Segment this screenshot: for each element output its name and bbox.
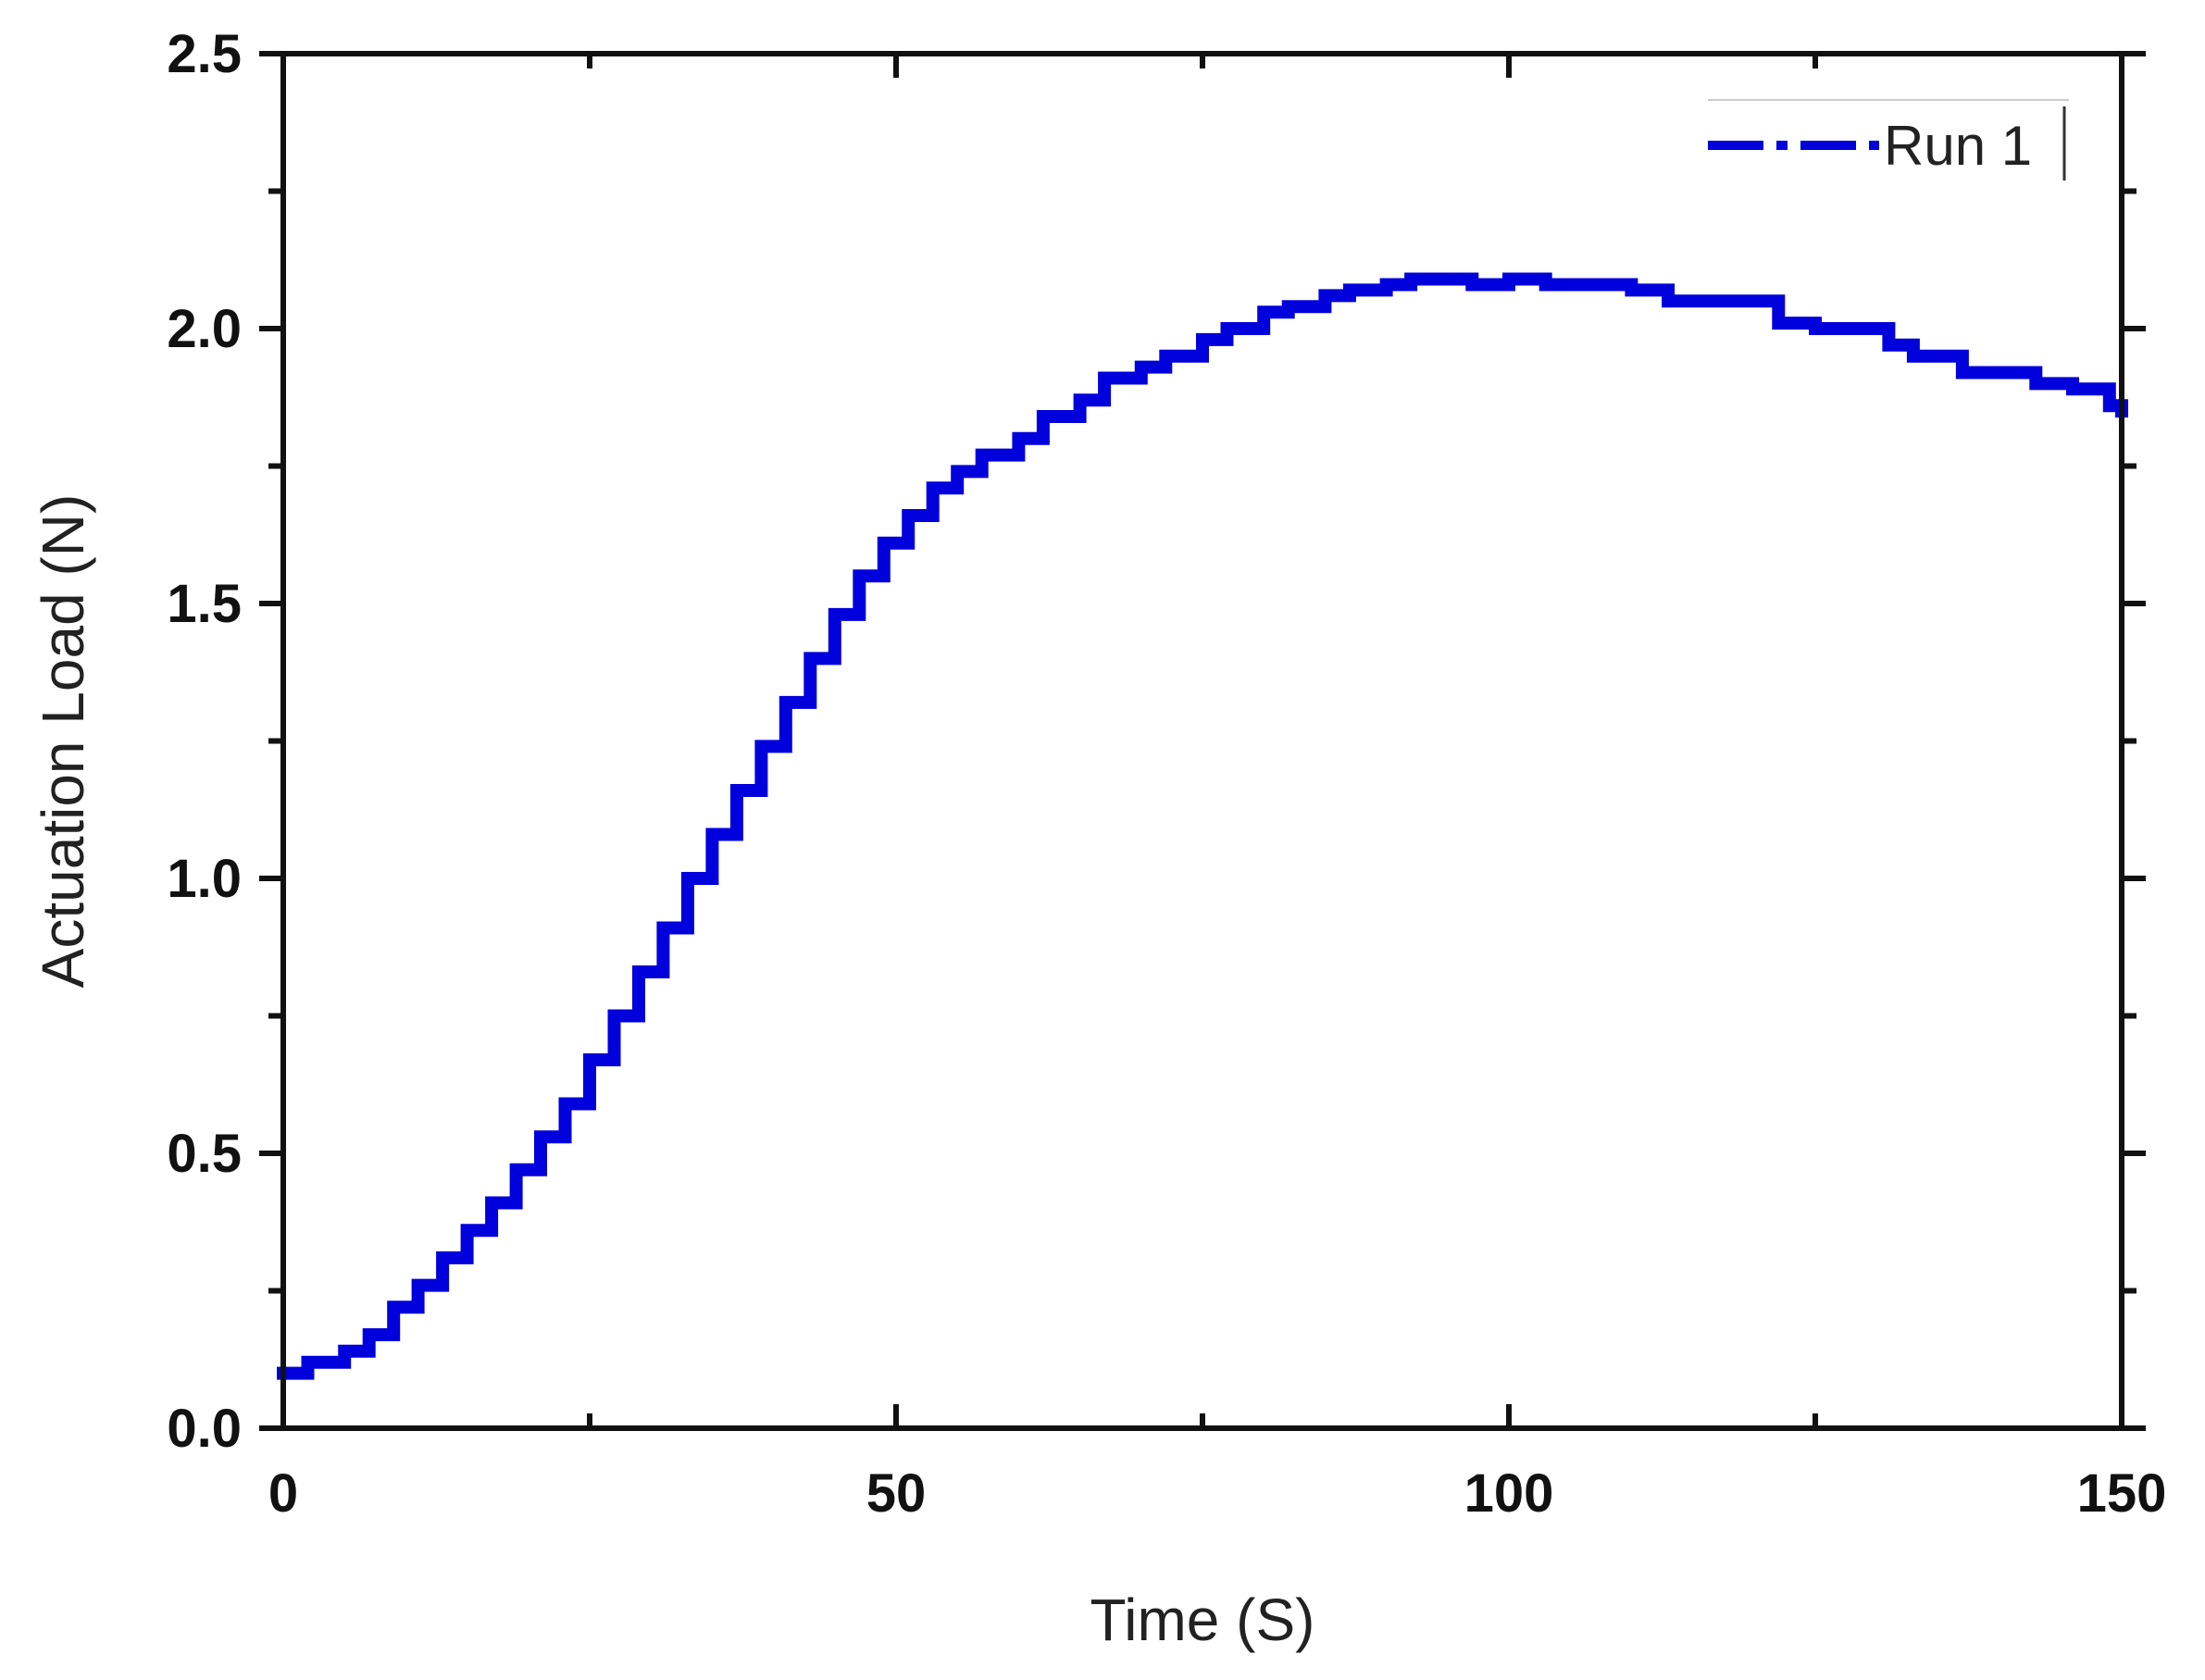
plot-frame bbox=[280, 51, 2124, 1431]
y-tick-label: 2.5 bbox=[167, 24, 242, 84]
series-line-run-1 bbox=[277, 272, 2128, 1380]
x-tick-label: 150 bbox=[2077, 1463, 2167, 1524]
x-tick-label: 100 bbox=[1464, 1463, 1554, 1524]
legend: Run 1 bbox=[1708, 99, 2069, 180]
y-tick-labels: 0.0 0.5 1.0 1.5 2.0 2.5 bbox=[167, 24, 242, 1459]
y-tick-label: 2.0 bbox=[167, 299, 242, 359]
x-tick-label: 0 bbox=[268, 1463, 298, 1524]
y-tick-label: 1.5 bbox=[167, 574, 242, 634]
y-tick-label: 1.0 bbox=[167, 849, 242, 909]
tick-marks bbox=[259, 51, 2146, 1431]
x-axis-title: Time (S) bbox=[1090, 1587, 1315, 1653]
y-tick-label: 0.5 bbox=[167, 1124, 242, 1184]
x-tick-labels: 0 50 100 150 bbox=[268, 1463, 2167, 1524]
legend-label-run-1: Run 1 bbox=[1884, 115, 2032, 177]
y-axis-title: Actuation Load (N) bbox=[30, 494, 96, 989]
x-tick-label: 50 bbox=[866, 1463, 927, 1524]
y-tick-label: 0.0 bbox=[167, 1399, 242, 1459]
